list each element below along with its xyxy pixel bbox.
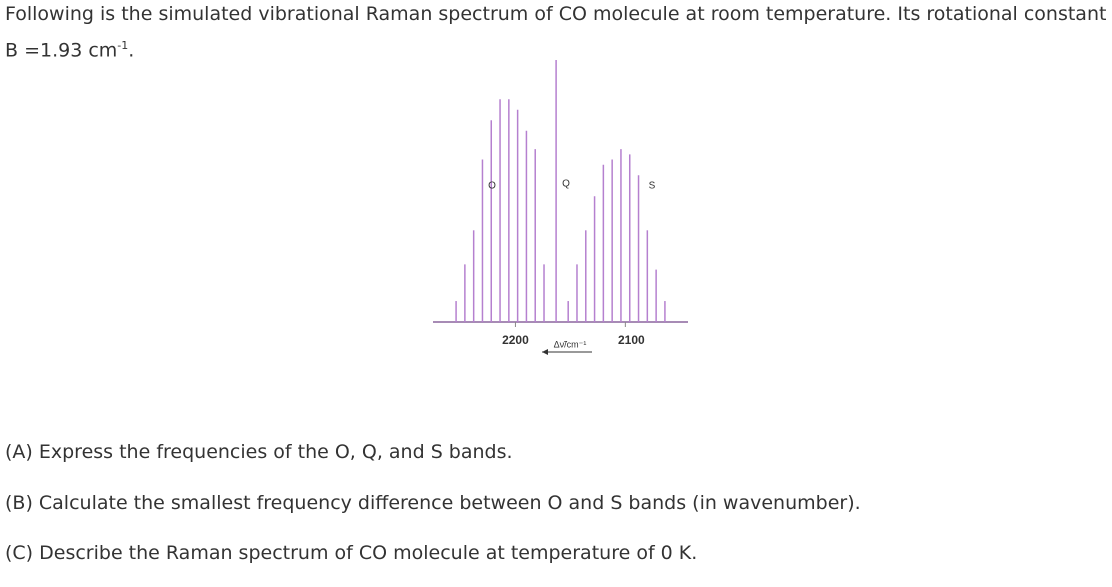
x-axis-label: Δν̃/cm⁻¹ xyxy=(554,339,587,349)
intro-end: . xyxy=(128,39,135,62)
x-tick-label: 2100 xyxy=(618,333,645,347)
arrow-head xyxy=(542,349,548,355)
branch-label: S xyxy=(649,181,656,192)
branch-label: Q xyxy=(562,179,570,190)
question: (C) Describe the Raman spectrum of CO mo… xyxy=(5,542,698,564)
x-tick-label: 2200 xyxy=(502,333,529,347)
intro-text: Following is the simulated vibrational R… xyxy=(5,3,1107,62)
intro: Following is the simulated vibrational R… xyxy=(5,0,1110,66)
branch-label: O xyxy=(488,181,496,192)
intro-sup: -1 xyxy=(117,39,129,52)
question: (B) Calculate the smallest frequency dif… xyxy=(5,492,861,514)
question: (A) Express the frequencies of the O, Q,… xyxy=(5,441,513,463)
